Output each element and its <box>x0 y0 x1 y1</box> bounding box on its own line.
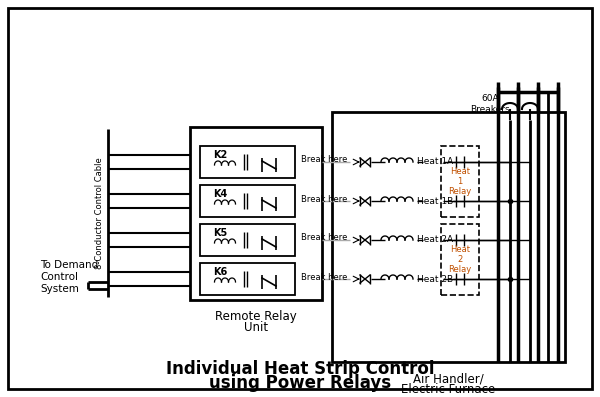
Text: Heat 2A: Heat 2A <box>417 235 453 245</box>
Bar <box>441 146 479 217</box>
Bar <box>441 224 479 295</box>
Text: K5: K5 <box>213 228 227 238</box>
Text: Remote Relay: Remote Relay <box>215 310 297 323</box>
Text: K2: K2 <box>213 150 227 160</box>
Bar <box>200 263 295 295</box>
Text: Heat 2B: Heat 2B <box>417 274 453 283</box>
Text: Break here: Break here <box>301 195 347 204</box>
Text: Heat 1A: Heat 1A <box>417 158 453 166</box>
Text: 60A
Breakers: 60A Breakers <box>470 94 510 114</box>
Text: using Power Relays: using Power Relays <box>209 374 391 392</box>
Text: K6: K6 <box>213 267 227 277</box>
Bar <box>200 185 295 217</box>
Bar <box>200 146 295 178</box>
Text: To Demand
Control
System: To Demand Control System <box>40 260 98 294</box>
Text: Individual Heat Strip Control: Individual Heat Strip Control <box>166 360 434 378</box>
Bar <box>190 127 322 300</box>
Text: Break here: Break here <box>301 272 347 281</box>
Text: Heat 1B: Heat 1B <box>417 197 453 206</box>
Text: Heat
1
Relay: Heat 1 Relay <box>448 167 472 197</box>
Text: 8-Conductor Control Cable: 8-Conductor Control Cable <box>95 157 104 269</box>
Text: Unit: Unit <box>244 321 268 334</box>
Text: Break here: Break here <box>301 156 347 164</box>
Text: Air Handler/: Air Handler/ <box>413 372 484 385</box>
Text: Heat
2
Relay: Heat 2 Relay <box>448 245 472 274</box>
Text: Electric Furnace: Electric Furnace <box>401 383 496 396</box>
Bar <box>332 112 565 362</box>
Text: Break here: Break here <box>301 233 347 243</box>
Bar <box>200 224 295 256</box>
Text: K4: K4 <box>213 189 227 199</box>
